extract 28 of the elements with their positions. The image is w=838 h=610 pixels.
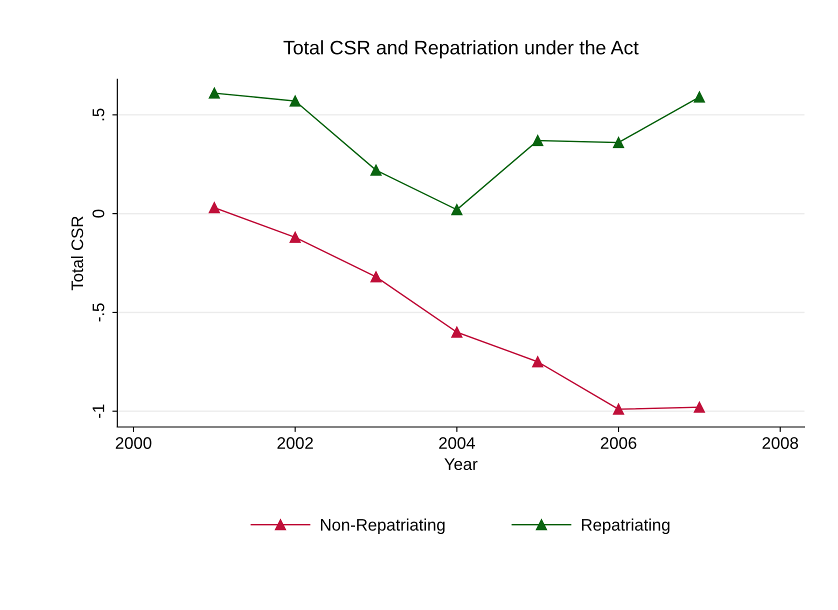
point: [451, 204, 462, 216]
point: [290, 232, 301, 243]
legend-label: Repatriating: [582, 518, 670, 534]
x-axis-title: Year: [444, 458, 478, 470]
point: [290, 95, 301, 107]
point: [694, 92, 705, 103]
x-tick-label: 2002: [277, 437, 313, 449]
point: [370, 164, 382, 176]
point: [208, 88, 220, 99]
point: [612, 136, 624, 148]
point: [532, 356, 544, 368]
y-tick-label: 0: [92, 210, 104, 218]
legend-label: Non-Repatriating: [321, 518, 445, 534]
point: [612, 404, 624, 415]
x-tick-label: 2004: [439, 437, 475, 449]
point: [208, 202, 220, 214]
y-tick-label: -1: [92, 404, 104, 418]
y-tick-label: -.5: [92, 303, 104, 322]
x-tick-label: 2008: [762, 437, 798, 449]
chart-title: Total CSR and Repatriation under the Act: [284, 40, 639, 58]
point: [451, 326, 462, 338]
y-tick-label: .5: [92, 108, 104, 120]
point: [532, 134, 544, 146]
point: [370, 271, 382, 282]
point: [694, 402, 705, 413]
x-tick-label: 2000: [116, 437, 152, 449]
y-axis-title: Total CSR: [70, 216, 84, 290]
x-tick-label: 2006: [600, 437, 636, 449]
